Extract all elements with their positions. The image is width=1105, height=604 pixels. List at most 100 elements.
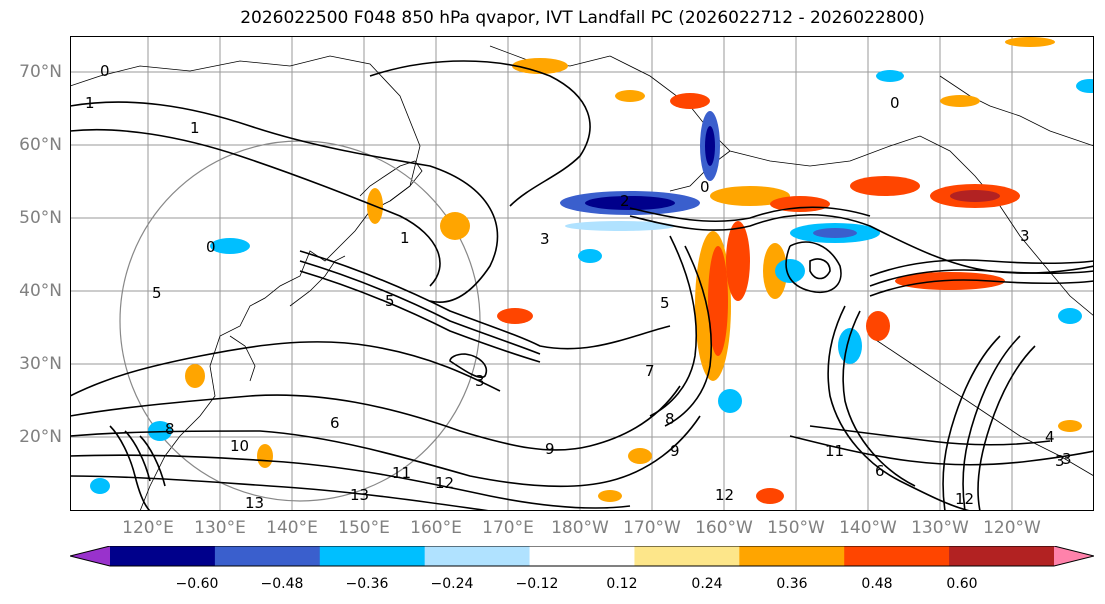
great-circle-outline bbox=[119, 140, 481, 502]
map-frame bbox=[70, 36, 1094, 511]
contour-label: 5 bbox=[152, 284, 162, 302]
contour-label: 1 bbox=[85, 94, 95, 112]
colorbar-tick-label: −0.36 bbox=[345, 576, 389, 592]
lon-label-140e: 140°E bbox=[266, 518, 318, 538]
shade-patch bbox=[585, 196, 675, 210]
colorbar-segment bbox=[529, 546, 635, 566]
contour-label: 11 bbox=[825, 442, 844, 460]
shade-patch bbox=[813, 228, 857, 238]
contour-label: 10 bbox=[230, 437, 249, 455]
contour-label: 3 bbox=[475, 372, 485, 390]
shade-patch bbox=[257, 444, 273, 468]
lon-label-160w: 160°W bbox=[695, 518, 753, 538]
shade-patch bbox=[850, 176, 920, 196]
contour-label: 12 bbox=[715, 486, 734, 504]
contour-label: 1 bbox=[190, 119, 200, 137]
contour-label: 9 bbox=[545, 440, 555, 458]
shade-patch bbox=[1005, 37, 1055, 47]
colorbar-tick-label: −0.48 bbox=[260, 576, 304, 592]
contour-labels: 0 1 1 0 0 0 3 3 3 3 5 5 5 6 6 7 8 8 9 9 bbox=[85, 62, 1072, 511]
shade-patch bbox=[615, 90, 645, 102]
colorbar-segment bbox=[739, 546, 845, 566]
contour-label: 3 bbox=[1055, 452, 1065, 470]
shade-patch bbox=[756, 488, 784, 504]
colorbar-segment bbox=[319, 546, 426, 566]
shade-patch bbox=[670, 93, 710, 109]
shade-patch bbox=[1076, 79, 1094, 93]
colorbar-tick-label: 0.48 bbox=[861, 576, 893, 592]
shade-patch bbox=[708, 246, 728, 356]
shade-patch bbox=[628, 448, 652, 464]
lon-label-170w: 170°W bbox=[623, 518, 681, 538]
shade-patch bbox=[185, 364, 205, 388]
shade-patch bbox=[440, 212, 470, 240]
lon-label-120w: 120°W bbox=[983, 518, 1041, 538]
lon-label-170e: 170°E bbox=[482, 518, 534, 538]
contour-label: 7 bbox=[645, 362, 655, 380]
shade-patch bbox=[940, 95, 980, 107]
lon-label-150w: 150°W bbox=[767, 518, 825, 538]
contour-label: 4 bbox=[1045, 428, 1055, 446]
contour-label: 13 bbox=[350, 486, 369, 504]
colorbar-segment bbox=[949, 546, 1055, 566]
lon-label-160e: 160°E bbox=[410, 518, 462, 538]
map-title: 2026022500 F048 850 hPa qvapor, IVT Land… bbox=[240, 8, 925, 28]
lon-label-150e: 150°E bbox=[338, 518, 390, 538]
colorbar bbox=[70, 546, 1094, 567]
colorbar-tick-label: −0.24 bbox=[430, 576, 474, 592]
colorbar-outline bbox=[70, 546, 1094, 567]
colorbar-segment bbox=[110, 546, 216, 566]
contour-label: 3 bbox=[1062, 450, 1072, 468]
lon-label-130e: 130°E bbox=[194, 518, 246, 538]
map-canvas: 0 1 1 0 0 0 3 3 3 3 5 5 5 6 6 7 8 8 9 9 bbox=[70, 36, 1094, 511]
contour-label: 6 bbox=[330, 414, 340, 432]
shade-patch bbox=[1058, 420, 1082, 432]
shade-patch bbox=[705, 126, 715, 166]
colorbar-tick-label: 0.24 bbox=[691, 576, 723, 592]
contour-label: 0 bbox=[100, 62, 110, 80]
shade-patch bbox=[950, 190, 1000, 202]
colorbar-tick-label: 0.36 bbox=[776, 576, 808, 592]
shade-patch bbox=[718, 389, 742, 413]
contour-label: 13 bbox=[245, 494, 264, 511]
contour-label: 3 bbox=[540, 230, 550, 248]
shade-patch bbox=[210, 238, 250, 254]
shade-patch bbox=[578, 249, 602, 263]
lat-label-70n: 70°N bbox=[19, 62, 62, 82]
colorbar-segment bbox=[214, 546, 321, 566]
colorbar-segments bbox=[70, 546, 1094, 566]
colorbar-extend-low bbox=[70, 546, 110, 566]
lat-label-40n: 40°N bbox=[19, 281, 62, 301]
contour-label: 8 bbox=[165, 420, 175, 438]
ivt-contours bbox=[70, 60, 1094, 511]
shade-patch bbox=[710, 186, 790, 206]
shade-patch bbox=[512, 58, 568, 74]
colorbar-segment bbox=[634, 546, 740, 566]
lat-label-50n: 50°N bbox=[19, 208, 62, 228]
lon-label-180w: 180°W bbox=[551, 518, 609, 538]
shade-patch bbox=[876, 70, 904, 82]
contour-label: 0 bbox=[890, 94, 900, 112]
contour-label: 5 bbox=[660, 294, 670, 312]
contour-label: 6 bbox=[875, 462, 885, 480]
shade-patch bbox=[838, 328, 862, 364]
shade-patch bbox=[866, 311, 890, 341]
contour-label: 2 bbox=[620, 192, 630, 210]
colorbar-tick-label: 0.12 bbox=[606, 576, 638, 592]
contour-label: 1 bbox=[400, 229, 410, 247]
contour-label: 5 bbox=[385, 292, 395, 310]
colorbar-segment bbox=[424, 546, 531, 566]
contour-label: 8 bbox=[665, 410, 675, 428]
contour-label: 11 bbox=[392, 464, 411, 482]
shade-patch bbox=[598, 490, 622, 502]
colorbar-tick-label: −0.12 bbox=[515, 576, 559, 592]
shade-patch bbox=[1058, 308, 1082, 324]
contour-label: 9 bbox=[670, 442, 680, 460]
shade-patch bbox=[775, 259, 805, 283]
colorbar-tick-label: −0.60 bbox=[175, 576, 219, 592]
lat-label-60n: 60°N bbox=[19, 135, 62, 155]
lon-label-130w: 130°W bbox=[911, 518, 969, 538]
lat-label-20n: 20°N bbox=[19, 427, 62, 447]
shade-patch bbox=[565, 221, 675, 231]
contour-label: 12 bbox=[955, 490, 974, 508]
